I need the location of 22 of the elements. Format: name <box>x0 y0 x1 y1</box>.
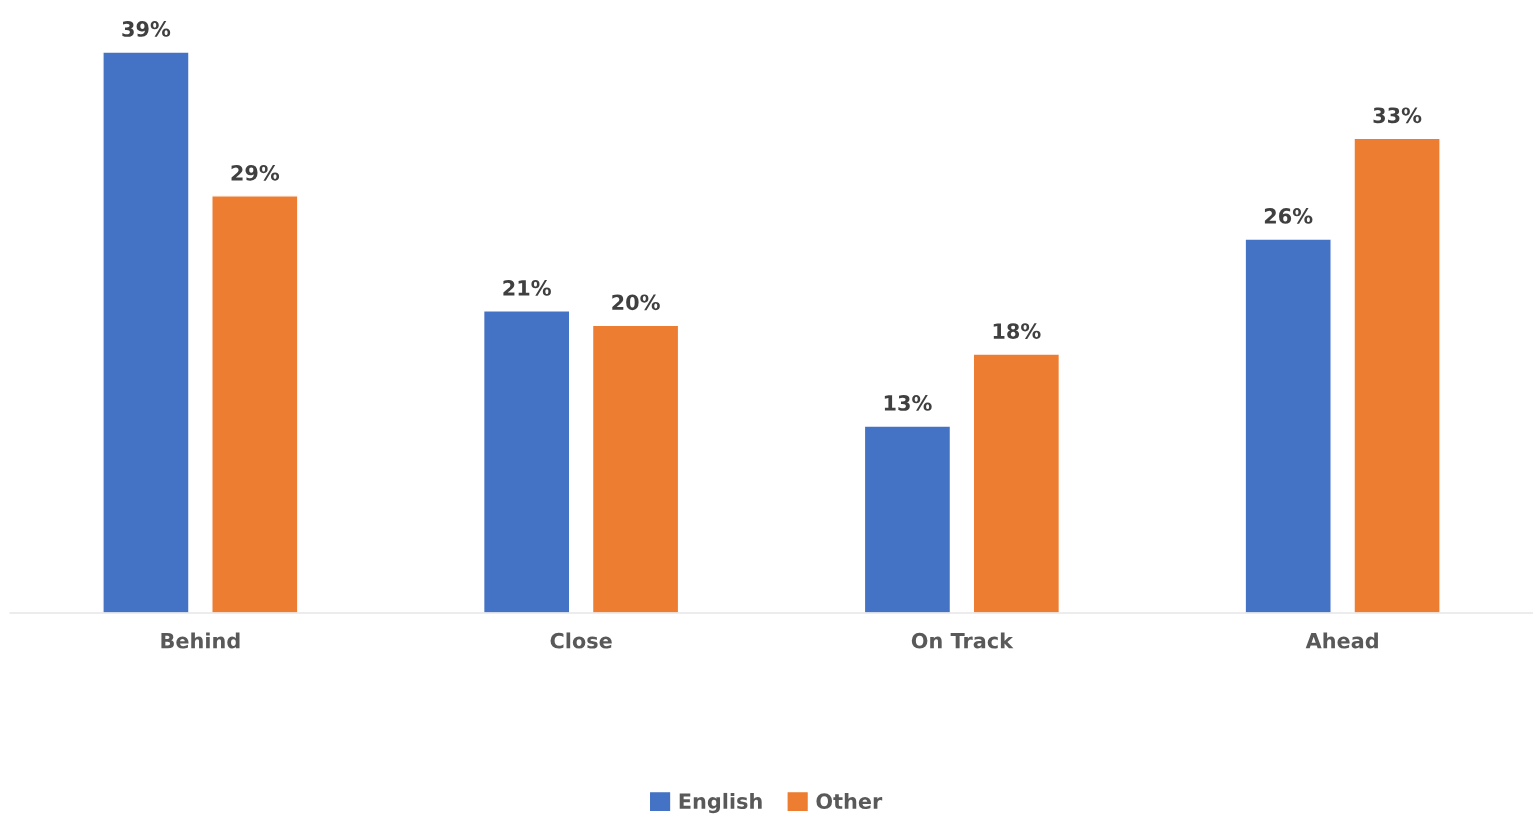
bar <box>211 195 299 613</box>
x-tick-label: Close <box>550 632 612 649</box>
bar <box>1244 238 1332 613</box>
data-label: 21% <box>503 280 551 296</box>
legend-label: English <box>679 792 762 814</box>
data-label: 26% <box>1264 208 1313 224</box>
bar <box>863 425 952 613</box>
data-label: 33% <box>1373 107 1422 124</box>
data-label: 13% <box>884 395 932 411</box>
x-tick-label: On Track <box>911 632 1014 649</box>
data-label: 20% <box>612 294 660 311</box>
bar <box>972 353 1061 613</box>
x-tick-label: Ahead <box>1305 632 1378 649</box>
bar <box>102 51 190 613</box>
bar <box>1353 137 1441 613</box>
bar <box>482 310 571 613</box>
legend-label: Other <box>816 792 883 810</box>
x-tick-label: Behind <box>161 632 240 649</box>
bar <box>591 324 680 613</box>
data-label: 39% <box>122 21 171 37</box>
data-label: 29% <box>231 164 280 181</box>
data-label: 18% <box>993 323 1041 339</box>
